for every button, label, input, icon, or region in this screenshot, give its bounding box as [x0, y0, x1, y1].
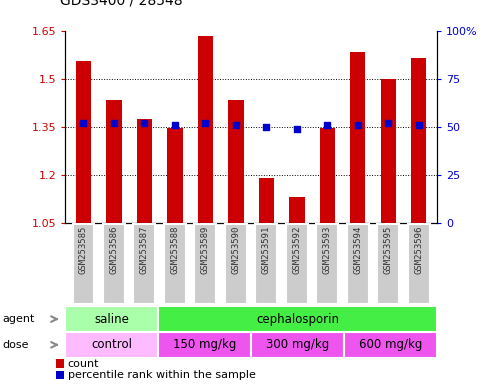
Text: control: control [91, 338, 132, 351]
Bar [381, 79, 396, 223]
Bar [408, 223, 430, 305]
Bar [316, 223, 339, 305]
Point [110, 120, 118, 126]
Bar [106, 99, 122, 223]
Bar [259, 178, 274, 223]
Bar [72, 223, 95, 305]
Text: dose: dose [2, 340, 29, 350]
Point [141, 120, 148, 126]
Text: GSM253587: GSM253587 [140, 225, 149, 273]
Bar [286, 223, 308, 305]
Bar [198, 36, 213, 223]
Bar [344, 332, 437, 358]
Bar [103, 223, 125, 305]
Text: GSM253591: GSM253591 [262, 225, 271, 273]
Text: GDS3400 / 28548: GDS3400 / 28548 [60, 0, 183, 8]
Bar [65, 332, 158, 358]
Bar [411, 58, 426, 223]
Text: saline: saline [94, 313, 129, 326]
Point [415, 122, 423, 128]
Bar [158, 332, 251, 358]
Bar [76, 61, 91, 223]
Bar [251, 332, 344, 358]
Text: GSM253592: GSM253592 [292, 225, 301, 273]
Bar [56, 371, 64, 379]
Text: 600 mg/kg: 600 mg/kg [359, 338, 422, 351]
Text: cephalosporin: cephalosporin [256, 313, 339, 326]
Text: agent: agent [2, 314, 35, 324]
Point [232, 122, 240, 128]
Bar [195, 223, 216, 305]
Bar [256, 223, 277, 305]
Bar [228, 99, 243, 223]
Bar [320, 128, 335, 223]
Point [354, 122, 362, 128]
Text: GSM253596: GSM253596 [414, 225, 423, 273]
Point [171, 122, 179, 128]
Bar [164, 223, 186, 305]
Point [263, 124, 270, 130]
Bar [377, 223, 399, 305]
Point [201, 120, 209, 126]
Text: GSM253594: GSM253594 [354, 225, 362, 273]
Text: 150 mg/kg: 150 mg/kg [173, 338, 236, 351]
Text: GSM253593: GSM253593 [323, 225, 332, 273]
Bar [167, 128, 183, 223]
Bar [289, 197, 304, 223]
Text: GSM253585: GSM253585 [79, 225, 88, 273]
Text: GSM253595: GSM253595 [384, 225, 393, 273]
Point [293, 126, 301, 132]
Point [384, 120, 392, 126]
Text: GSM253586: GSM253586 [110, 225, 118, 273]
Point [80, 120, 87, 126]
Bar [137, 119, 152, 223]
Bar [56, 359, 64, 368]
Text: 300 mg/kg: 300 mg/kg [266, 338, 329, 351]
Bar [347, 223, 369, 305]
Point [324, 122, 331, 128]
Bar [350, 51, 366, 223]
Bar [65, 306, 158, 332]
Text: percentile rank within the sample: percentile rank within the sample [68, 370, 256, 380]
Bar [158, 306, 437, 332]
Text: GSM253588: GSM253588 [170, 225, 180, 273]
Text: count: count [68, 359, 99, 369]
Text: GSM253590: GSM253590 [231, 225, 241, 273]
Text: GSM253589: GSM253589 [201, 225, 210, 273]
Bar [133, 223, 156, 305]
Bar [225, 223, 247, 305]
